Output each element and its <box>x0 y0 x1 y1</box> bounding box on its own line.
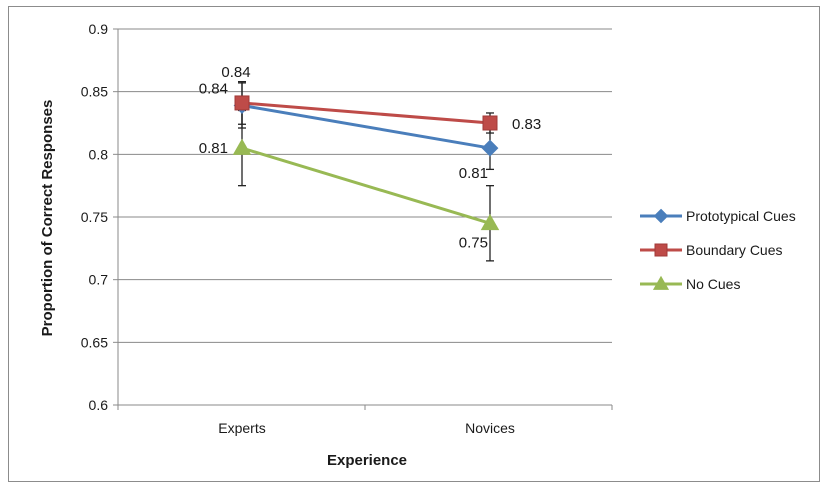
data-labels: 0.84 0.81 0.84 0.83 0.81 0.75 <box>199 64 541 251</box>
triangle-marker <box>232 138 252 155</box>
y-tick-label: 0.85 <box>81 84 108 100</box>
y-axis-ticks: 0.6 0.65 0.7 0.75 0.8 0.85 0.9 <box>81 21 108 413</box>
data-label: 0.81 <box>459 165 488 182</box>
data-label: 0.83 <box>512 116 541 133</box>
square-marker <box>482 115 498 131</box>
x-tick-label: Novices <box>465 420 515 436</box>
y-axis-title: Proportion of Correct Responses <box>39 100 56 337</box>
diamond-marker <box>653 208 669 224</box>
triangle-marker <box>480 213 500 231</box>
series-line-prototypical-cues <box>240 103 492 150</box>
square-marker <box>234 95 250 111</box>
data-label: 0.84 <box>221 64 250 81</box>
square-marker <box>654 243 668 257</box>
legend: Prototypical Cues Boundary Cues No Cues <box>640 208 796 292</box>
y-tick-label: 0.8 <box>89 146 109 162</box>
data-label: 0.84 <box>199 80 228 97</box>
data-label: 0.75 <box>459 234 488 251</box>
diamond-marker <box>481 139 499 157</box>
x-axis-ticks: Experts Novices <box>218 420 515 436</box>
series-markers <box>232 95 500 231</box>
gridlines <box>113 28 613 410</box>
chart-frame <box>8 6 820 482</box>
data-label: 0.81 <box>199 140 228 157</box>
y-tick-label: 0.6 <box>89 397 109 413</box>
error-bars <box>238 80 494 262</box>
y-tick-label: 0.9 <box>89 21 109 37</box>
y-tick-label: 0.75 <box>81 209 108 225</box>
legend-label: Prototypical Cues <box>686 208 796 224</box>
legend-label: No Cues <box>686 276 740 292</box>
x-axis-title: Experience <box>327 452 407 469</box>
series-lines <box>240 101 492 225</box>
y-tick-label: 0.7 <box>89 272 109 288</box>
y-tick-label: 0.65 <box>81 334 108 350</box>
triangle-marker <box>652 275 670 290</box>
legend-label: Boundary Cues <box>686 242 783 258</box>
series-line-boundary-cues <box>240 101 492 125</box>
x-tick-label: Experts <box>218 420 265 436</box>
series-line-no-cues <box>240 146 492 225</box>
